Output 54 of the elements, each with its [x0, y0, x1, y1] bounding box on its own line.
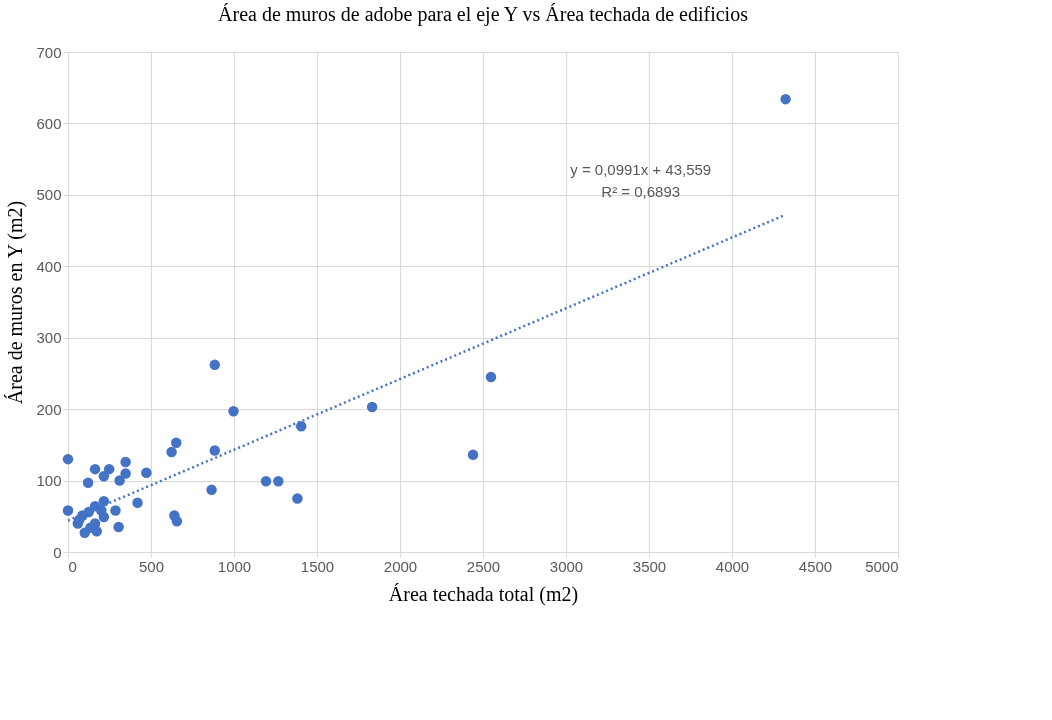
point — [98, 496, 110, 507]
point — [780, 93, 791, 105]
point — [114, 475, 125, 486]
point — [120, 468, 131, 479]
point — [166, 446, 177, 458]
point — [209, 359, 220, 371]
point — [206, 484, 217, 496]
x-tick-label: 500 — [138, 557, 165, 575]
y-axis-title: Área de muros en Y (m2) — [4, 200, 28, 405]
x-tick-label: 0 — [68, 557, 77, 575]
point — [103, 463, 115, 475]
chart-title: Área de muros de adobe para el eje Y vs Área techada de edificios — [218, 3, 749, 26]
y-tick-label: 100 — [36, 472, 62, 490]
point — [62, 453, 74, 465]
x-tick-label: 4000 — [715, 557, 750, 575]
point — [209, 445, 220, 456]
point — [228, 406, 239, 417]
point — [260, 476, 272, 487]
x-tick-label: 4500 — [798, 557, 833, 575]
x-tick-label: 3000 — [549, 557, 584, 575]
annotation: R² = 0,6893 — [601, 182, 681, 200]
y-tick-label: 600 — [36, 114, 62, 132]
point — [120, 456, 131, 468]
point — [292, 493, 303, 504]
annotation: y = 0,0991x + 43,559 — [570, 160, 712, 178]
x-axis-title: Área techada total (m2) — [388, 582, 579, 606]
point — [141, 467, 152, 478]
x-tick-label: 1500 — [300, 557, 335, 575]
y-tick-label: 400 — [36, 257, 62, 275]
x-tick-label: 1000 — [217, 557, 252, 575]
point — [170, 437, 182, 448]
point — [366, 401, 378, 413]
y-tick-label: 200 — [36, 400, 62, 418]
point — [467, 449, 479, 461]
point — [132, 497, 143, 508]
y-tick-label: 0 — [53, 543, 62, 561]
x-tick-label: 5000 — [865, 557, 899, 575]
point — [110, 505, 121, 516]
point — [82, 477, 94, 488]
point — [89, 463, 101, 475]
point — [96, 505, 107, 516]
point — [273, 476, 284, 487]
y-tick-label: 500 — [36, 186, 62, 204]
x-tick-label: 2000 — [383, 557, 418, 575]
y-tick-label: 700 — [36, 43, 62, 61]
point — [113, 521, 124, 533]
point — [295, 421, 307, 432]
x-tick-label: 3500 — [632, 557, 667, 575]
y-tick-label: 300 — [36, 329, 62, 347]
point — [98, 471, 110, 482]
point — [62, 505, 74, 516]
point — [485, 371, 497, 383]
point — [171, 516, 183, 527]
x-tick-label: 2500 — [466, 557, 501, 575]
